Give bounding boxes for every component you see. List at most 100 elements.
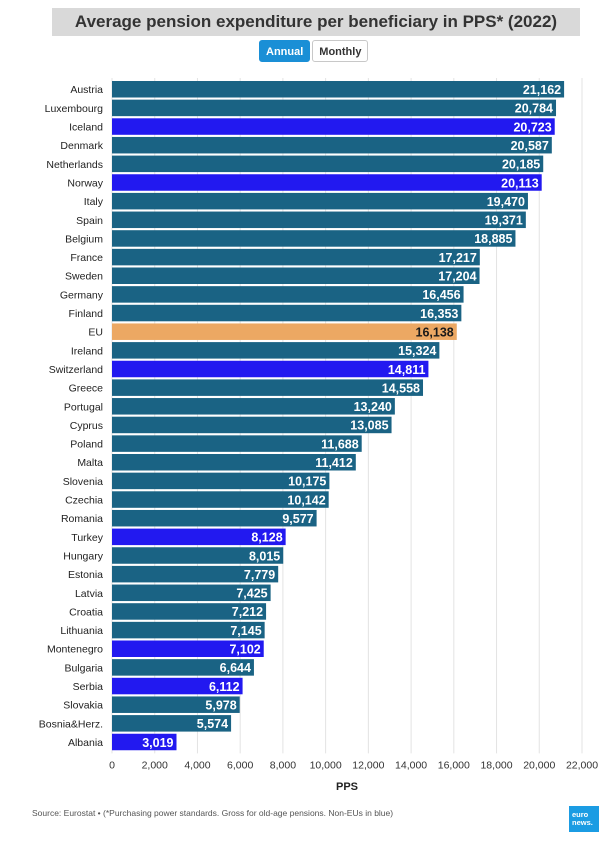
x-tick-label: 16,000: [438, 759, 470, 771]
data-label: 7,779: [244, 568, 275, 582]
category-label: Serbia: [73, 681, 104, 693]
data-label: 13,240: [354, 400, 392, 414]
category-label: Austria: [70, 84, 103, 96]
bar: [112, 528, 286, 546]
x-tick-label: 12,000: [352, 759, 384, 771]
bar: [112, 565, 279, 583]
data-label: 5,574: [197, 717, 228, 731]
bar: [112, 491, 329, 508]
category-label: Denmark: [60, 140, 103, 152]
category-label: Iceland: [69, 122, 103, 134]
category-label: Italy: [84, 196, 104, 208]
data-label: 20,723: [513, 120, 551, 134]
data-label: 7,212: [232, 605, 263, 619]
data-label: 5,978: [205, 698, 236, 712]
data-label: 19,470: [487, 195, 525, 209]
data-label: 10,142: [287, 493, 325, 507]
bar: [112, 715, 232, 732]
x-tick-label: 18,000: [480, 759, 512, 771]
data-label: 14,558: [382, 381, 420, 395]
data-label: 7,102: [229, 643, 260, 657]
category-label: Spain: [76, 215, 103, 227]
category-label: Turkey: [71, 532, 103, 544]
bar: [112, 603, 267, 620]
data-label: 6,644: [220, 661, 251, 675]
bar: [112, 659, 254, 676]
bar: [112, 584, 271, 602]
category-label: Malta: [77, 457, 103, 469]
data-label: 10,175: [288, 475, 326, 489]
bar: [112, 286, 464, 303]
bar: [112, 472, 330, 490]
category-label: Croatia: [69, 606, 103, 618]
data-label: 20,185: [502, 158, 540, 172]
x-tick-label: 2,000: [142, 759, 168, 771]
category-label: Norway: [67, 177, 103, 189]
data-label: 16,456: [422, 288, 460, 302]
category-label: Montenegro: [47, 644, 103, 656]
bar: [112, 304, 462, 322]
category-label: Netherlands: [46, 159, 103, 171]
data-label: 17,204: [438, 270, 476, 284]
bar: [112, 696, 240, 713]
bar: [112, 435, 362, 452]
bar: [112, 81, 565, 98]
data-label: 7,425: [236, 587, 267, 601]
bar: [112, 192, 528, 210]
period-tabs: Annual Monthly: [259, 40, 369, 62]
category-label: Estonia: [68, 569, 103, 581]
bar: [112, 621, 265, 639]
category-label: Hungary: [63, 550, 103, 562]
logo-text-top: euro: [572, 810, 589, 819]
x-tick-label: 20,000: [523, 759, 555, 771]
data-label: 14,811: [388, 363, 426, 377]
category-label: Slovenia: [63, 476, 103, 488]
category-label: Germany: [60, 289, 104, 301]
data-label: 19,371: [485, 214, 523, 228]
data-label: 21,162: [523, 83, 561, 97]
bar: [112, 174, 542, 191]
category-label: EU: [88, 327, 103, 339]
bar: [112, 342, 440, 359]
data-label: 16,138: [416, 325, 454, 339]
category-label: Albania: [68, 737, 103, 749]
euronews-logo: euro news.: [569, 806, 599, 832]
data-label: 20,784: [515, 102, 553, 116]
x-tick-label: 6,000: [227, 759, 253, 771]
category-label: Finland: [69, 308, 104, 320]
bar: [112, 155, 544, 173]
data-label: 3,019: [142, 736, 173, 750]
x-axis-title: PPS: [336, 781, 359, 793]
bar: [112, 509, 317, 527]
category-label: Ireland: [71, 345, 103, 357]
bar: [112, 733, 177, 751]
bar: [112, 323, 457, 340]
bar: [112, 211, 526, 229]
data-label: 18,885: [474, 232, 512, 246]
category-label: Latvia: [75, 588, 103, 600]
data-label: 20,113: [501, 176, 539, 190]
bar: [112, 136, 552, 154]
tab-monthly[interactable]: Monthly: [312, 40, 369, 62]
category-label: Belgium: [65, 233, 103, 245]
x-tick-label: 4,000: [184, 759, 210, 771]
tab-annual[interactable]: Annual: [259, 40, 311, 62]
data-label: 17,217: [439, 251, 477, 265]
bar: [112, 267, 480, 284]
logo-text-bottom: news.: [572, 818, 593, 827]
data-label: 7,145: [230, 624, 261, 638]
data-label: 20,587: [511, 139, 549, 153]
category-label: France: [70, 252, 103, 264]
data-label: 8,015: [249, 549, 280, 563]
category-label: Czechia: [65, 495, 103, 507]
bar: [112, 640, 264, 657]
bar: [112, 547, 284, 564]
category-label: Bosnia&Herz.: [39, 718, 103, 730]
bar: [112, 248, 480, 266]
data-label: 16,353: [420, 307, 458, 321]
category-label: Portugal: [64, 401, 103, 413]
bar: [112, 379, 424, 396]
bar: [112, 360, 429, 378]
bar-chart: 0 2,000 4,000 6,000 8,000 10,000 12,000 14,000 1…: [39, 78, 598, 771]
data-label: 11,688: [321, 437, 359, 451]
